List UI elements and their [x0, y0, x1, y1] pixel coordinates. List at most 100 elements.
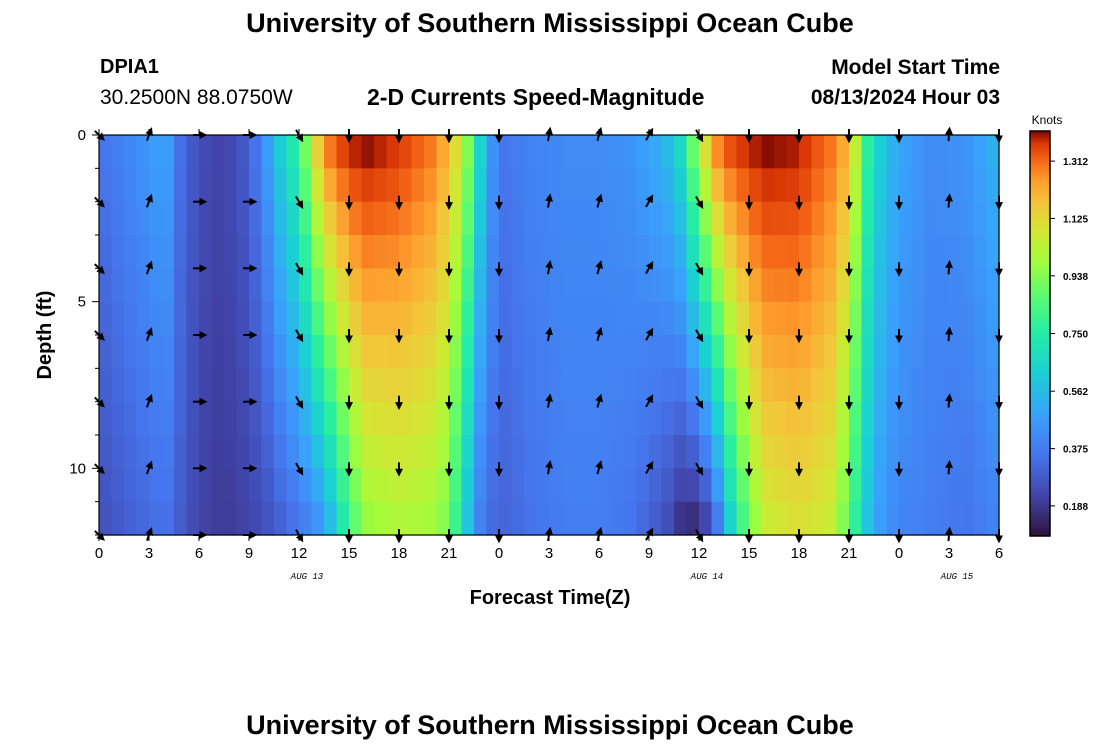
heatmap-cell — [724, 235, 738, 269]
heatmap-cell — [374, 135, 388, 169]
heatmap-cell — [211, 235, 225, 269]
heatmap-cell — [786, 335, 800, 369]
heatmap-cell — [661, 335, 675, 369]
heatmap-cell — [336, 501, 350, 536]
heatmap-cell — [149, 301, 163, 336]
heatmap-cell — [124, 268, 138, 303]
heatmap-cell — [249, 335, 263, 369]
heatmap-cell — [899, 168, 913, 203]
heatmap-cell — [974, 435, 988, 469]
heatmap-cell — [336, 435, 350, 469]
x-tick-label: 0 — [95, 545, 103, 562]
heatmap-cell — [736, 335, 750, 369]
heatmap-cell — [111, 435, 125, 469]
heatmap-cell — [499, 301, 513, 336]
heatmap-cell — [461, 368, 475, 403]
heatmap-cell — [161, 268, 175, 303]
heatmap-cell — [299, 468, 313, 503]
heatmap-cell — [261, 335, 275, 369]
heatmap-cell — [824, 135, 838, 169]
heatmap-cell — [311, 168, 325, 203]
heatmap-cell — [436, 501, 450, 536]
station-coordinates: 30.2500N 88.0750W — [100, 86, 293, 109]
heatmap-cell — [536, 168, 550, 203]
heatmap-cell — [511, 201, 525, 236]
heatmap-cell — [274, 301, 288, 336]
heatmap-cell — [161, 135, 175, 169]
heatmap-cell — [311, 501, 325, 536]
heatmap-cell — [349, 368, 363, 403]
heatmap-cell — [836, 268, 850, 303]
heatmap-cell — [174, 235, 188, 269]
heatmap-cell — [461, 168, 475, 203]
heatmap-cell — [949, 135, 963, 169]
heatmap-cell — [524, 301, 538, 336]
heatmap-cell — [886, 435, 900, 469]
heatmap-cell — [736, 468, 750, 503]
heatmap-cell — [586, 335, 600, 369]
heatmap-cell — [799, 468, 813, 503]
current-arrow — [645, 461, 654, 474]
colorbar-ticks: 0.188 0.375 0.562 0.750 0.938 1.125 1.312 — [1050, 157, 1088, 513]
heatmap-cell — [911, 135, 925, 169]
heatmap-cell — [436, 335, 450, 369]
heatmap-cell — [686, 135, 700, 169]
heatmap-cell — [699, 135, 713, 169]
heatmap-cell — [99, 501, 113, 536]
heatmap-cell — [774, 468, 788, 503]
heatmap-cell — [311, 201, 325, 236]
current-arrow — [645, 194, 654, 208]
heatmap-cell — [386, 435, 400, 469]
heatmap-cell — [911, 401, 925, 436]
heatmap-cell — [924, 235, 938, 269]
heatmap-cell — [224, 501, 238, 536]
heatmap-cell — [274, 468, 288, 503]
heatmap-cell — [636, 501, 650, 536]
heatmap-cell — [211, 501, 225, 536]
heatmap-cell — [124, 201, 138, 236]
heatmap-cell — [274, 201, 288, 236]
heatmap-cell — [474, 368, 488, 403]
heatmap-cell — [136, 401, 150, 436]
heatmap-cell — [949, 335, 963, 369]
heatmap-cell — [274, 401, 288, 436]
heatmap-cell — [299, 368, 313, 403]
heatmap-cell — [949, 301, 963, 336]
heatmap-cell — [661, 401, 675, 436]
heatmap-cell — [236, 135, 250, 169]
heatmap-cell — [599, 468, 613, 503]
heatmap-cell — [661, 135, 675, 169]
heatmap-cell — [224, 401, 238, 436]
heatmap-cell — [649, 368, 663, 403]
heatmap-cell — [349, 168, 363, 203]
heatmap-cell — [199, 301, 213, 336]
heatmap-cell — [261, 435, 275, 469]
heatmap-cell — [511, 235, 525, 269]
heatmap-cell — [636, 268, 650, 303]
heatmap-cell — [986, 301, 1000, 336]
heatmap-cell — [311, 401, 325, 436]
heatmap-cell — [924, 201, 938, 236]
heatmap-cell — [299, 135, 313, 169]
heatmap-cell — [761, 468, 775, 503]
x-tick-label: 9 — [645, 545, 653, 562]
heatmap-cell — [861, 401, 875, 436]
heatmap-cell — [386, 468, 400, 503]
heatmap-cell — [811, 435, 825, 469]
heatmap-cell — [499, 501, 513, 536]
heatmap-cell — [211, 401, 225, 436]
heatmap-cell — [186, 301, 200, 336]
heatmap-cell — [549, 235, 563, 269]
heatmap-cell — [749, 501, 763, 536]
currents-heatmap-chart: 0 3 6 9 12 15 18 21 0 3 6 9 12 15 18 21 0 3 6 0 5 10 AUG 13 AUG… — [34, 113, 1088, 609]
heatmap-cell — [886, 201, 900, 236]
heatmap-cell — [974, 135, 988, 169]
heatmap-cell — [136, 501, 150, 536]
heatmap-cell — [374, 468, 388, 503]
heatmap-cell — [186, 368, 200, 403]
heatmap-cell — [274, 268, 288, 303]
model-start-value: 08/13/2024 Hour 03 — [810, 86, 1000, 109]
heatmap-cell — [336, 168, 350, 203]
heatmap-cell — [949, 501, 963, 536]
heatmap-cell — [774, 401, 788, 436]
